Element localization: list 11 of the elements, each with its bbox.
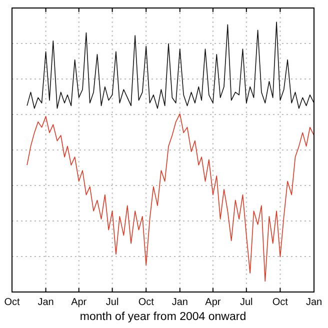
x-tick-label: Jul — [240, 297, 253, 308]
x-tick-label: Apr — [205, 297, 222, 308]
x-tick-label: Oct — [138, 297, 154, 308]
x-tick-label: Jan — [172, 297, 188, 308]
x-tick-label: Oct — [4, 297, 20, 308]
x-tick-label: Apr — [71, 297, 88, 308]
x-axis-title: month of year from 2004 onward — [80, 311, 246, 323]
x-tick-label: Jan — [306, 297, 322, 308]
x-tick-label: Jan — [38, 297, 54, 308]
x-tick-label: Jul — [106, 297, 119, 308]
x-tick-label: Oct — [272, 297, 288, 308]
